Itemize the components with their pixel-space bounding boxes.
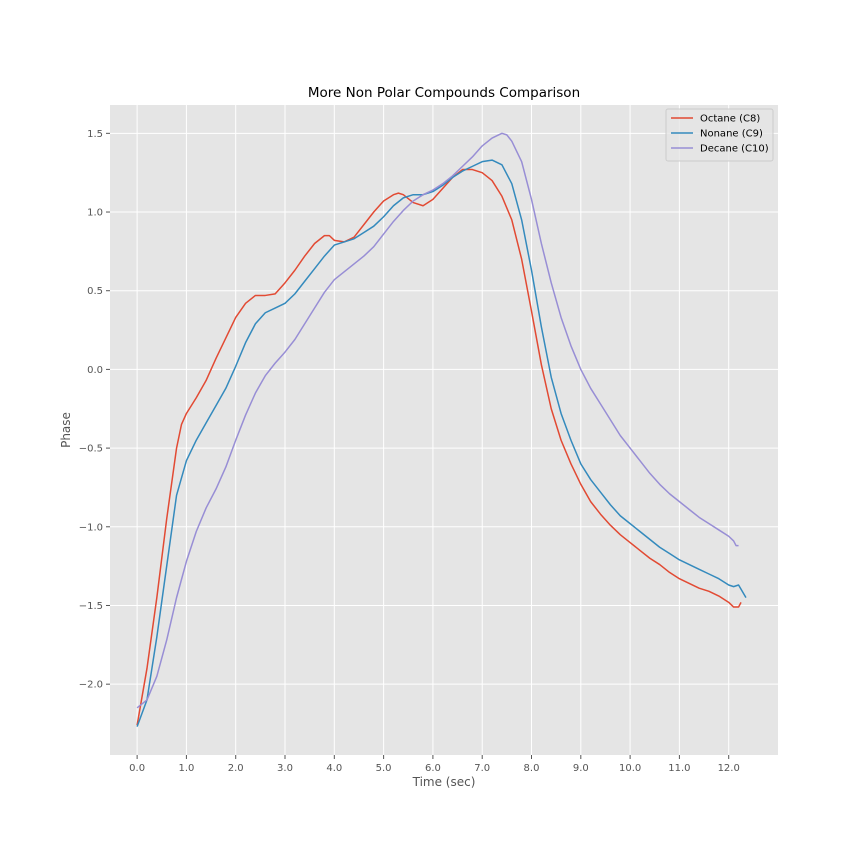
y-tick-label: −2.0 — [79, 680, 103, 691]
y-axis-ticks: −2.0 −1.5 −1.0 −0.5 0.0 0.5 1.0 1.5 — [79, 129, 110, 691]
y-tick-label: 1.0 — [87, 208, 103, 219]
y-tick-label: −1.5 — [79, 601, 103, 612]
series-line-2 — [136, 132, 739, 709]
x-tick-label: 0.0 — [129, 763, 145, 774]
chart-title: More Non Polar Compounds Comparison — [308, 85, 580, 101]
x-tick-label: 5.0 — [376, 763, 392, 774]
y-tick-label: 0.0 — [87, 365, 103, 376]
y-tick-label: 0.5 — [87, 286, 103, 297]
x-tick-label: 2.0 — [228, 763, 244, 774]
series-line-0 — [136, 168, 742, 726]
x-tick-label: 9.0 — [573, 763, 589, 774]
x-tick-label: 8.0 — [524, 763, 540, 774]
x-tick-label: 10.0 — [619, 763, 641, 774]
grid-lines — [110, 105, 778, 755]
x-tick-label: 11.0 — [668, 763, 690, 774]
series-line-1 — [136, 159, 747, 727]
legend-label: Octane (C8) — [700, 114, 760, 125]
legend-label: Nonane (C9) — [700, 129, 763, 140]
y-tick-label: 1.5 — [87, 129, 103, 140]
legend-label: Decane (C10) — [700, 144, 769, 155]
y-tick-label: −0.5 — [79, 444, 103, 455]
x-axis-ticks: 0.0 1.0 2.0 3.0 4.0 5.0 6.0 7.0 8.0 9.0 10.0 11.0 12… — [129, 755, 740, 774]
x-tick-label: 7.0 — [474, 763, 490, 774]
y-tick-label: −1.0 — [79, 522, 103, 533]
x-tick-label: 4.0 — [326, 763, 342, 774]
x-tick-label: 6.0 — [425, 763, 441, 774]
x-tick-label: 1.0 — [178, 763, 194, 774]
plot-area — [110, 105, 778, 755]
y-axis-label: Phase — [59, 412, 73, 448]
x-tick-label: 12.0 — [718, 763, 740, 774]
x-tick-label: 3.0 — [277, 763, 293, 774]
legend: Octane (C8) Nonane (C9) Decane (C10) — [665, 108, 774, 162]
series-lines — [136, 132, 747, 727]
x-axis-label: Time (sec) — [412, 775, 476, 789]
